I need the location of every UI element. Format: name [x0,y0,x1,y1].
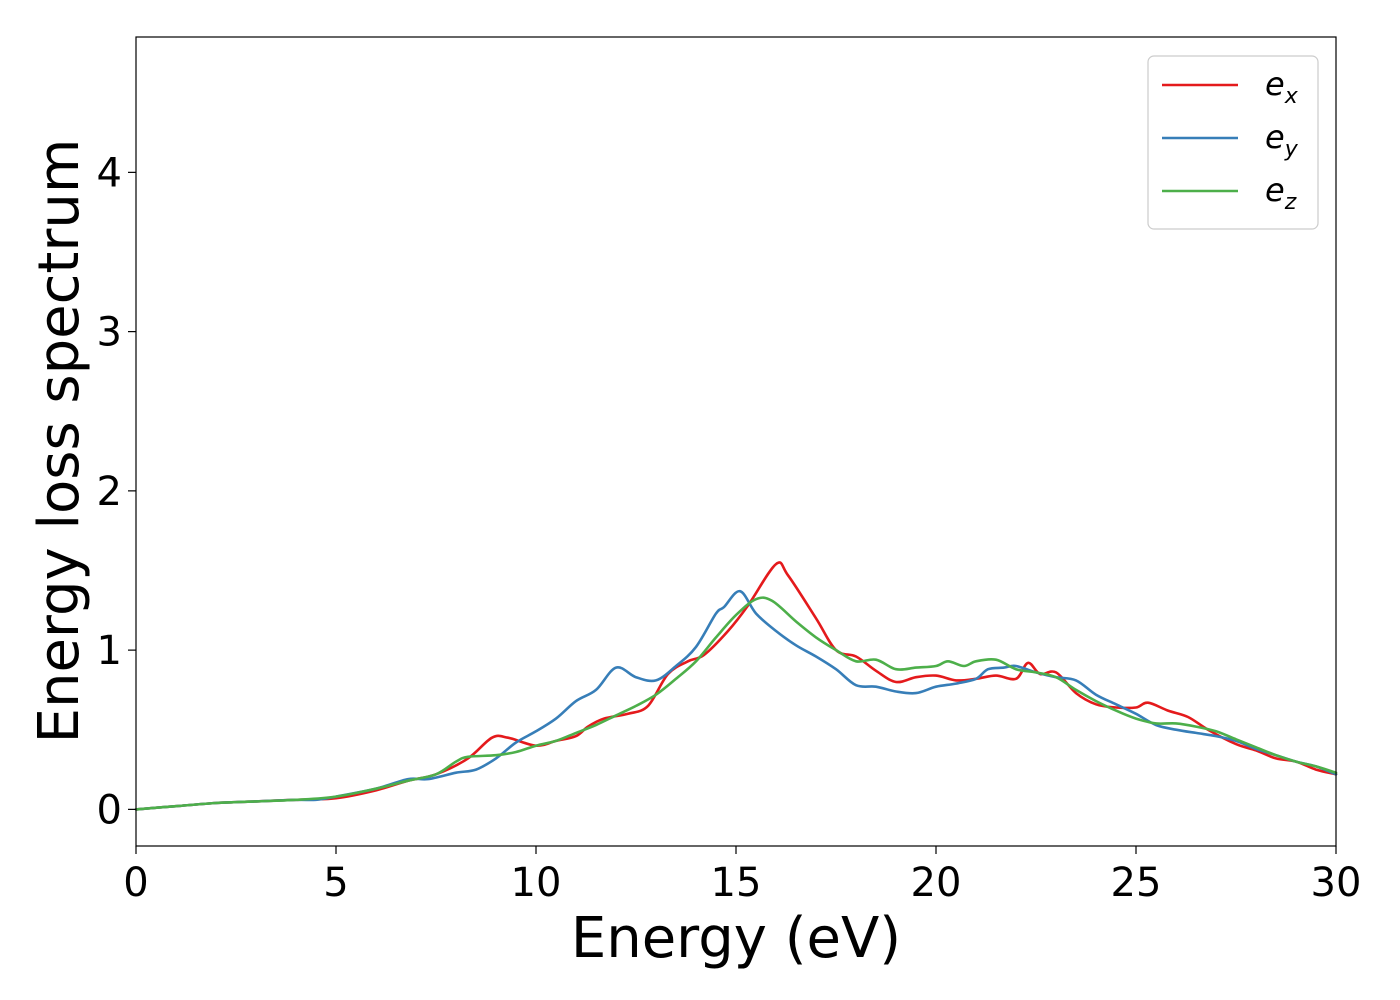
y-tick-label: 3 [97,310,122,356]
series-line-ez [134,596,1338,811]
plot-lines [134,561,1338,811]
legend-label-ex: ex [1265,65,1299,109]
y-tick-label: 0 [97,787,122,833]
x-tick-label: 30 [1311,860,1362,906]
x-tick-label: 20 [911,860,962,906]
x-tick-label: 10 [511,860,562,906]
x-axis-label: Energy (eV) [571,906,901,971]
x-axis-ticks: 0 5 10 15 20 25 30 [123,846,1361,906]
legend-frame [1147,55,1319,230]
y-axis-label: Energy loss spectrum [27,139,92,744]
series-line-ex [134,561,1338,811]
y-tick-label: 1 [97,628,122,674]
legend-label-ey: ey [1265,118,1299,162]
x-tick-label: 5 [323,860,348,906]
y-tick-label: 4 [97,150,122,196]
y-axis-ticks: 0 1 2 3 4 [97,150,136,833]
y-tick-label: 2 [97,469,122,515]
x-tick-label: 0 [123,860,148,906]
x-tick-label: 15 [711,860,762,906]
x-tick-label: 25 [1111,860,1162,906]
